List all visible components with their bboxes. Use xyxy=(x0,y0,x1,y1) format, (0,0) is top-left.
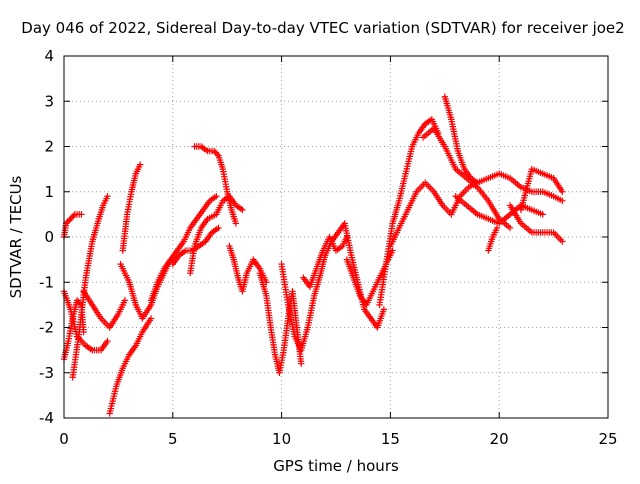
series-track-i xyxy=(147,193,220,304)
data-point-marker xyxy=(104,193,111,200)
y-tick-label: 3 xyxy=(44,92,54,110)
x-tick-label: 10 xyxy=(272,430,291,448)
series-track-o xyxy=(278,251,329,354)
x-tick-label: 0 xyxy=(59,430,69,448)
data-point-marker xyxy=(73,297,81,304)
series-track-k xyxy=(187,193,246,277)
data-point-marker xyxy=(213,150,221,158)
series-track-l xyxy=(191,143,240,227)
data-point-marker xyxy=(64,218,71,226)
series-track-w xyxy=(452,193,546,227)
y-tick-label: -1 xyxy=(39,273,54,291)
y-tick-label: -2 xyxy=(39,319,54,337)
series-track-t xyxy=(387,179,481,250)
y-tick-label: 2 xyxy=(44,138,54,156)
x-tick-label: 5 xyxy=(168,430,178,448)
series-track-s xyxy=(376,116,442,309)
data-point-marker xyxy=(297,360,305,367)
data-point-marker xyxy=(239,206,246,214)
data-point-marker xyxy=(559,238,566,245)
data-point-marker xyxy=(78,211,85,218)
series-track-g xyxy=(119,161,144,254)
data-point-marker xyxy=(67,215,74,223)
series-track-n xyxy=(256,270,305,376)
data-point-marker xyxy=(215,224,222,232)
series-track-f xyxy=(106,315,155,417)
data-point-marker xyxy=(70,212,77,220)
data-point-marker xyxy=(232,220,240,227)
data-point-marker xyxy=(380,306,388,313)
data-point-marker xyxy=(389,247,396,254)
y-tick-label: 4 xyxy=(44,47,54,65)
x-axis-label: GPS time / hours xyxy=(273,457,399,475)
data-point-marker xyxy=(210,147,218,155)
series-track-z xyxy=(517,165,566,214)
data-point-marker xyxy=(68,214,76,221)
y-axis-label: SDTVAR / TECUs xyxy=(7,175,25,298)
x-tick-label: 15 xyxy=(381,430,400,448)
data-point-marker xyxy=(147,315,155,322)
data-point-marker xyxy=(104,337,111,345)
series-track-p xyxy=(300,233,351,290)
y-tick-label: 0 xyxy=(44,228,54,246)
series-track-x xyxy=(474,170,566,204)
chart-title: Day 046 of 2022, Sidereal Day-to-day VTE… xyxy=(21,19,624,37)
data-point-marker xyxy=(213,193,220,200)
data-layer xyxy=(60,93,566,417)
series-track-e xyxy=(80,288,129,331)
series-track-d xyxy=(69,193,111,381)
series-track-aa xyxy=(485,224,501,254)
data-point-marker xyxy=(539,211,546,218)
series-track-y xyxy=(506,202,566,245)
data-point-marker xyxy=(493,224,501,232)
data-point-marker xyxy=(559,197,566,204)
data-point-marker xyxy=(212,149,219,156)
y-tick-label: -4 xyxy=(39,409,54,427)
data-point-marker xyxy=(65,217,73,224)
tick-layer: 0 5 10 15 20 25 -4 -3 -2 -1 0 1 2 3 4 xyxy=(39,47,618,448)
data-point-marker xyxy=(136,161,144,168)
data-point-marker xyxy=(121,297,129,304)
y-tick-label: 1 xyxy=(44,183,54,201)
series-track-r xyxy=(343,247,396,309)
series-track-u xyxy=(419,125,514,232)
y-tick-label: -3 xyxy=(39,364,54,382)
x-tick-label: 25 xyxy=(598,430,617,448)
data-point-marker xyxy=(559,188,566,195)
x-tick-label: 20 xyxy=(490,430,509,448)
data-point-marker xyxy=(506,224,514,232)
